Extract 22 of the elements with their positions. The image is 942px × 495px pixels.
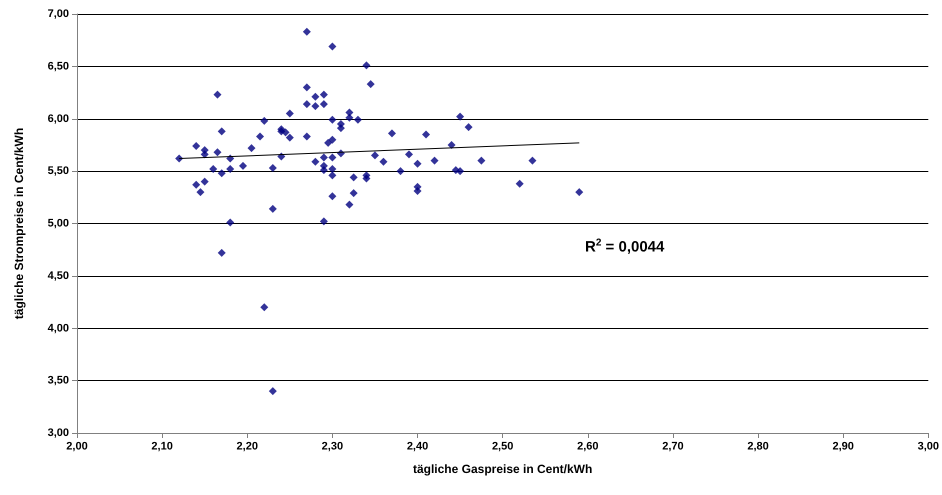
y-axis-title: tägliche Strompreise in Cent/kWh bbox=[12, 128, 26, 320]
x-tick-label: 2,60 bbox=[577, 440, 598, 452]
x-tick-label: 3,00 bbox=[918, 440, 940, 452]
x-tick-label: 2,70 bbox=[662, 440, 684, 452]
x-tick-label: 2,90 bbox=[832, 440, 854, 452]
x-axis-title: tägliche Gaspreise in Cent/kWh bbox=[412, 462, 592, 476]
x-tick-label: 2,10 bbox=[151, 440, 173, 452]
x-tick-label: 2,00 bbox=[66, 440, 88, 452]
y-tick-label: 4,00 bbox=[48, 322, 69, 334]
y-tick-label: 3,50 bbox=[48, 374, 69, 387]
y-tick-label: 5,50 bbox=[48, 165, 69, 178]
y-tick-label: 4,50 bbox=[48, 270, 69, 282]
y-tick-label: 6,00 bbox=[48, 112, 69, 125]
y-tick-label: 5,00 bbox=[48, 218, 69, 230]
x-tick-label: 2,40 bbox=[406, 440, 428, 452]
x-tick-label: 2,80 bbox=[747, 440, 769, 452]
x-tick-label: 2,50 bbox=[492, 440, 514, 452]
x-tick-label: 2,30 bbox=[322, 440, 344, 452]
y-tick-label: 6,50 bbox=[48, 60, 69, 72]
x-tick-label: 2,20 bbox=[236, 440, 258, 452]
y-tick-label: 7,00 bbox=[48, 8, 69, 20]
y-tick-label: 3,00 bbox=[48, 427, 69, 439]
